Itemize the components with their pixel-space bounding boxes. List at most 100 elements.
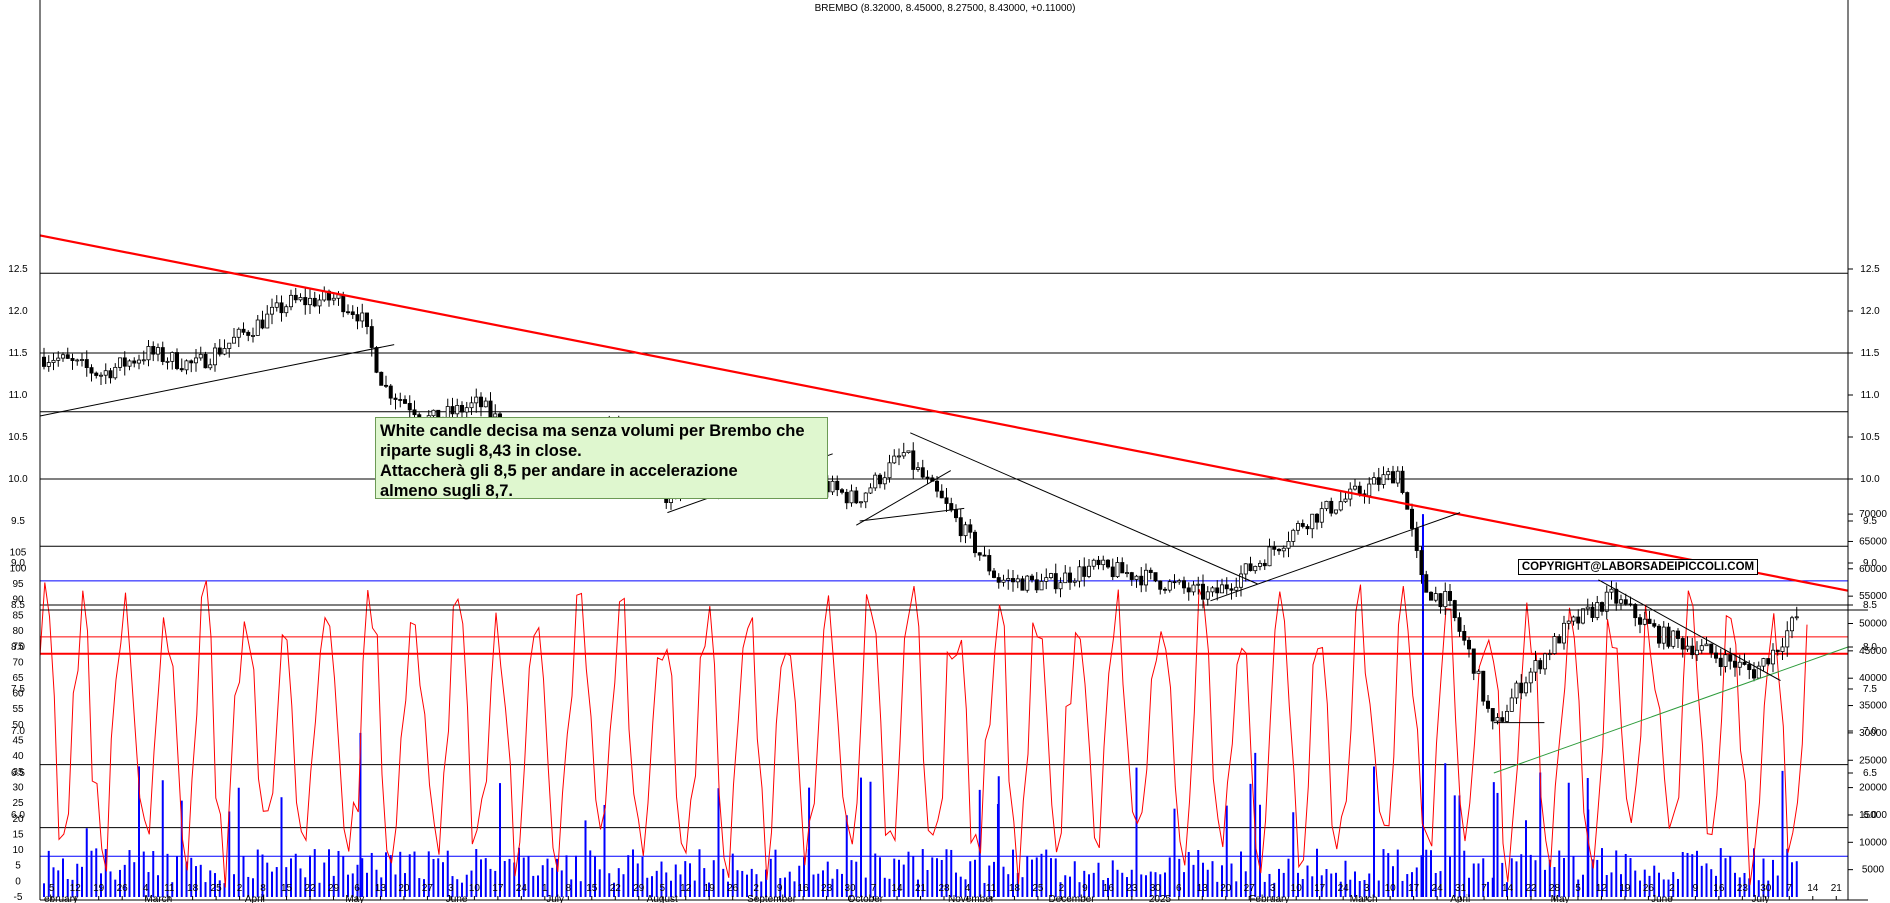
candle-body	[317, 299, 322, 307]
x-day-label: 26	[727, 883, 739, 894]
x-day-label: 18	[1009, 883, 1021, 894]
candle-body	[911, 450, 916, 470]
candle-body	[944, 497, 949, 504]
candle-body	[1528, 671, 1533, 684]
candle-body	[939, 490, 944, 499]
price-tick-label-right: 8.0	[1863, 642, 1877, 653]
candle-body	[1766, 658, 1771, 665]
candle-body	[1752, 669, 1757, 679]
candle-body	[51, 359, 56, 363]
candle-body	[369, 326, 374, 348]
volume-tick-label: 55000	[1859, 591, 1887, 602]
candle-body	[1063, 572, 1068, 584]
x-day-label: 16	[798, 883, 810, 894]
candle-body	[184, 360, 189, 371]
candle-body	[288, 294, 293, 308]
x-day-label: 26	[1643, 883, 1655, 894]
candle-body	[920, 467, 925, 478]
candle-body	[1372, 477, 1377, 485]
candle-body	[431, 409, 436, 417]
candle-body	[1096, 559, 1101, 566]
oscillator-tick-label: 0	[15, 876, 21, 887]
candle-body	[46, 362, 51, 367]
candle-body	[1676, 630, 1681, 639]
x-day-label: 20	[398, 883, 410, 894]
candle-body	[1490, 708, 1495, 722]
x-day-label: 2	[753, 883, 759, 894]
price-tick-label-right: 12.5	[1860, 264, 1880, 275]
candle-body	[1448, 591, 1453, 601]
candle-body	[1229, 588, 1234, 591]
candle-body	[1386, 471, 1391, 476]
candle-body	[56, 357, 61, 361]
candle-body	[388, 385, 393, 399]
x-day-label: 13	[375, 883, 387, 894]
candle-body	[274, 302, 279, 308]
candle-body	[1557, 636, 1562, 644]
x-month-label: February	[1249, 894, 1289, 903]
candle-body	[61, 354, 66, 359]
candle-body	[478, 396, 483, 408]
x-day-label: 1	[542, 883, 548, 894]
x-day-label: 13	[1197, 883, 1209, 894]
candle-body	[345, 311, 350, 314]
candle-body	[1020, 578, 1025, 591]
volume-tick-label: 20000	[1859, 783, 1887, 794]
price-tick-label-left: 6.0	[11, 810, 25, 821]
x-day-label: 12	[70, 883, 82, 894]
candle-body	[935, 480, 940, 492]
x-day-label: 7	[1481, 883, 1487, 894]
candle-body	[113, 366, 118, 379]
price-tick-label-left: 8.5	[11, 600, 25, 611]
candle-body	[1158, 580, 1163, 590]
candle-body	[402, 399, 407, 404]
oscillator-tick-label: 80	[12, 626, 24, 637]
candle-body	[174, 352, 179, 369]
x-month-label: September	[747, 894, 797, 903]
candle-body	[193, 357, 198, 364]
candle-body	[1414, 528, 1419, 551]
candle-body	[882, 477, 887, 485]
candle-body	[1505, 711, 1510, 722]
oscillator-tick-label: 35	[12, 767, 24, 778]
candle-body	[1262, 562, 1267, 567]
oscillator-tick-label: 85	[12, 610, 24, 621]
candle-body	[1547, 653, 1552, 655]
oscillator-grid: -505101520253035404550556065707580859095…	[10, 509, 1888, 903]
x-day-label: 17	[1408, 883, 1420, 894]
candle-body	[1291, 529, 1296, 542]
oscillator-tick-label: 20	[12, 814, 24, 825]
candle-body	[954, 509, 959, 519]
x-day-label: 11	[164, 883, 175, 894]
x-day-label: 21	[1831, 883, 1843, 894]
candle-body	[982, 554, 987, 557]
candle-body	[992, 570, 997, 578]
candle-body	[412, 409, 417, 416]
x-day-label: 28	[938, 883, 950, 894]
candle-body	[1642, 618, 1647, 625]
oscillator-tick-label: 50	[12, 720, 24, 731]
x-month-label: December	[1048, 894, 1095, 903]
candle-body	[1623, 599, 1628, 605]
oscillator-tick-label: 55	[12, 704, 24, 715]
candle-body	[1471, 648, 1476, 674]
volume-tick-label: 45000	[1859, 646, 1887, 657]
candle-body	[1509, 697, 1514, 712]
candle-body	[1120, 562, 1125, 574]
x-day-label: 23	[821, 883, 833, 894]
x-day-label: 23	[1737, 883, 1749, 894]
candle-body	[208, 364, 213, 369]
price-tick-label-right: 7.5	[1863, 684, 1877, 695]
price-tick-label-left: 9.5	[11, 516, 25, 527]
candle-body	[84, 359, 89, 369]
copyright-label: COPYRIGHT@LABORSADEIPICCOLI.COM	[1518, 559, 1758, 575]
candle-body	[958, 517, 963, 537]
x-day-label: 24	[1338, 883, 1350, 894]
candle-body	[830, 480, 835, 493]
trendline-minor	[856, 470, 951, 526]
candle-body	[1234, 586, 1239, 591]
candle-body	[1771, 649, 1776, 665]
x-day-label: 3	[1270, 883, 1276, 894]
candle-body	[1467, 639, 1472, 650]
trendline-support	[1493, 646, 1849, 774]
